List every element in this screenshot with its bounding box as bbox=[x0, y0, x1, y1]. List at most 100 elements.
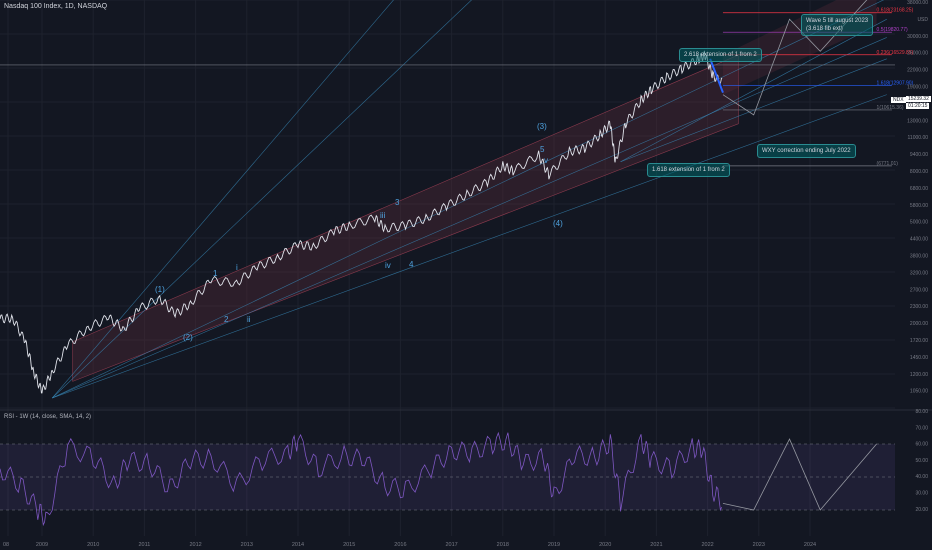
price-tick-label: 11000.00 bbox=[908, 135, 929, 141]
price-tick-label: 1720.00 bbox=[910, 338, 928, 344]
fib-label: 0.5(19820.77) bbox=[877, 27, 908, 33]
time-tick-label: 2016 bbox=[394, 542, 406, 548]
fib-label: 0.618(23168.25) bbox=[877, 8, 914, 14]
wave-label: (1) bbox=[155, 285, 165, 294]
wave-label: (4) bbox=[553, 219, 563, 228]
time-tick-label: 2014 bbox=[292, 542, 304, 548]
fib-label: 0.236(16529.85) bbox=[877, 50, 914, 56]
rsi-tick-label: 40.00 bbox=[915, 474, 928, 480]
time-tick-label: 2013 bbox=[241, 542, 253, 548]
countdown-tag: 01:20:15 bbox=[906, 103, 930, 109]
price-tick-label: 5800.00 bbox=[910, 203, 928, 209]
annotation-text: WXY correction ending July 2022 bbox=[762, 148, 851, 154]
price-tick-label: 22000.00 bbox=[907, 68, 928, 74]
time-tick-label: 2015 bbox=[343, 542, 355, 548]
price-tick-label: 19000.00 bbox=[907, 85, 928, 91]
time-tick-label: 2022 bbox=[701, 542, 713, 548]
rsi-title: RSI - 1W (14, close, SMA, 14, 2) bbox=[4, 414, 92, 420]
time-tick-label: 2018 bbox=[497, 542, 509, 548]
time-tick-label: 2012 bbox=[189, 542, 201, 548]
price-tick-label: 2700.00 bbox=[910, 287, 928, 293]
rsi-projection bbox=[722, 438, 877, 511]
rsi-line bbox=[0, 431, 723, 527]
rsi-tick-label: 30.00 bbox=[915, 491, 928, 497]
fib-levels: 0.618(23168.25) 0.5(19820.77) 0.236(16529.… bbox=[0, 8, 914, 167]
rsi-axis[interactable]: 80.00 70.00 60.00 50.00 40.00 30.00 20.00 bbox=[915, 409, 928, 513]
price-tick-label: 13000.00 bbox=[907, 118, 928, 124]
price-tick-label: 1450.00 bbox=[910, 355, 928, 361]
time-tick-label: 2023 bbox=[753, 542, 765, 548]
last-price-tag: 15239.32 bbox=[906, 96, 931, 102]
fan-line bbox=[620, 18, 887, 163]
fan-line bbox=[52, 0, 394, 399]
time-tick-label: 2011 bbox=[138, 542, 150, 548]
price-tick-label: 4400.00 bbox=[910, 237, 928, 243]
price-tick-label: 9400.00 bbox=[910, 152, 928, 158]
price-tick-label: 3200.00 bbox=[910, 270, 928, 276]
rsi-tick-label: 20.00 bbox=[915, 507, 928, 513]
time-tick-label: 2020 bbox=[599, 542, 611, 548]
price-tick-label: 5000.00 bbox=[910, 220, 928, 226]
wave-label: 1 bbox=[213, 269, 218, 278]
price-tick-label: 6800.00 bbox=[910, 186, 928, 192]
annotation-wave5[interactable]: Wave 5 till august 2023 (3.618 fib ext) bbox=[801, 14, 874, 36]
rsi-tick-label: 50.00 bbox=[915, 458, 928, 464]
wxy-arrow bbox=[709, 58, 724, 93]
fan-line bbox=[52, 94, 887, 399]
wave-label: i bbox=[236, 263, 238, 272]
chart-title: Nasdaq 100 Index, 1D, NASDAQ bbox=[4, 3, 108, 10]
wave-label: (3) bbox=[537, 122, 547, 131]
price-axis[interactable]: 38000.00 USD 30000.00 26000.00 22000.00 19000… bbox=[907, 0, 928, 395]
wave-label: 5 bbox=[540, 145, 545, 154]
price-tick-label: 30000.00 bbox=[907, 34, 928, 40]
rsi-tick-label: 60.00 bbox=[915, 442, 928, 448]
fan-line bbox=[52, 0, 472, 399]
annotation-text: Wave 5 till august 2023 bbox=[806, 18, 869, 24]
fan-line bbox=[52, 37, 887, 399]
price-tick-label: 1050.00 bbox=[910, 389, 928, 395]
wave-label: (2) bbox=[183, 333, 193, 342]
price-tick-label: 26000.00 bbox=[907, 51, 928, 57]
rsi-tick-label: 80.00 bbox=[915, 409, 928, 415]
wave-label: v bbox=[544, 156, 548, 165]
annotation-wxy-correction[interactable]: WXY correction ending July 2022 bbox=[757, 144, 856, 158]
fib-label: (6771.01) bbox=[877, 161, 899, 167]
price-tick-label: 2000.00 bbox=[910, 321, 928, 327]
annotation-text: (3.618 fib ext) bbox=[806, 26, 843, 32]
annotation-2618-extension[interactable]: 2.618 extension of 1 from 2 bbox=[679, 48, 762, 62]
time-tick-label: 2017 bbox=[445, 542, 457, 548]
wave-label: ii bbox=[247, 315, 251, 324]
time-tick-label: 2009 bbox=[36, 542, 48, 548]
wave-label: 3 bbox=[395, 198, 400, 207]
grid bbox=[0, 0, 932, 536]
price-tick-label: 3800.00 bbox=[910, 254, 928, 260]
price-tick-label: 38000.00 bbox=[907, 0, 928, 6]
time-axis[interactable]: 08 2009 2010 2011 2012 2013 2014 2015 2016 2017 20… bbox=[3, 542, 816, 548]
channel-band bbox=[72, 54, 739, 382]
symbol-badge: NDX bbox=[891, 97, 906, 103]
price-tick-label: USD bbox=[917, 17, 928, 23]
time-tick-label: 08 bbox=[3, 542, 9, 548]
time-tick-label: 2010 bbox=[87, 542, 99, 548]
time-tick-label: 2024 bbox=[804, 542, 816, 548]
price-tick-label: 1200.00 bbox=[910, 372, 928, 378]
fib-label: 1.618(12907.90) bbox=[877, 81, 914, 87]
rsi-panel bbox=[0, 431, 895, 527]
price-series bbox=[0, 50, 723, 394]
rsi-tick-label: 70.00 bbox=[915, 425, 928, 431]
fib-label: 1(10615.36) bbox=[877, 105, 904, 111]
price-tick-label: 8000.00 bbox=[910, 169, 928, 175]
wave-label: iv bbox=[385, 261, 391, 270]
annotation-1618-extension[interactable]: 1.618 extension of 1 from 2 bbox=[647, 163, 730, 177]
wave-label: iii bbox=[380, 211, 386, 220]
wave-label: 4 bbox=[409, 260, 414, 269]
annotation-text: 1.618 extension of 1 from 2 bbox=[652, 167, 725, 173]
annotation-text: 2.618 extension of 1 from 2 bbox=[684, 52, 757, 58]
time-tick-label: 2019 bbox=[548, 542, 560, 548]
time-tick-label: 2021 bbox=[650, 542, 662, 548]
wave-label: 2 bbox=[224, 315, 229, 324]
price-tick-label: 2300.00 bbox=[910, 304, 928, 310]
fan-line bbox=[620, 58, 887, 163]
